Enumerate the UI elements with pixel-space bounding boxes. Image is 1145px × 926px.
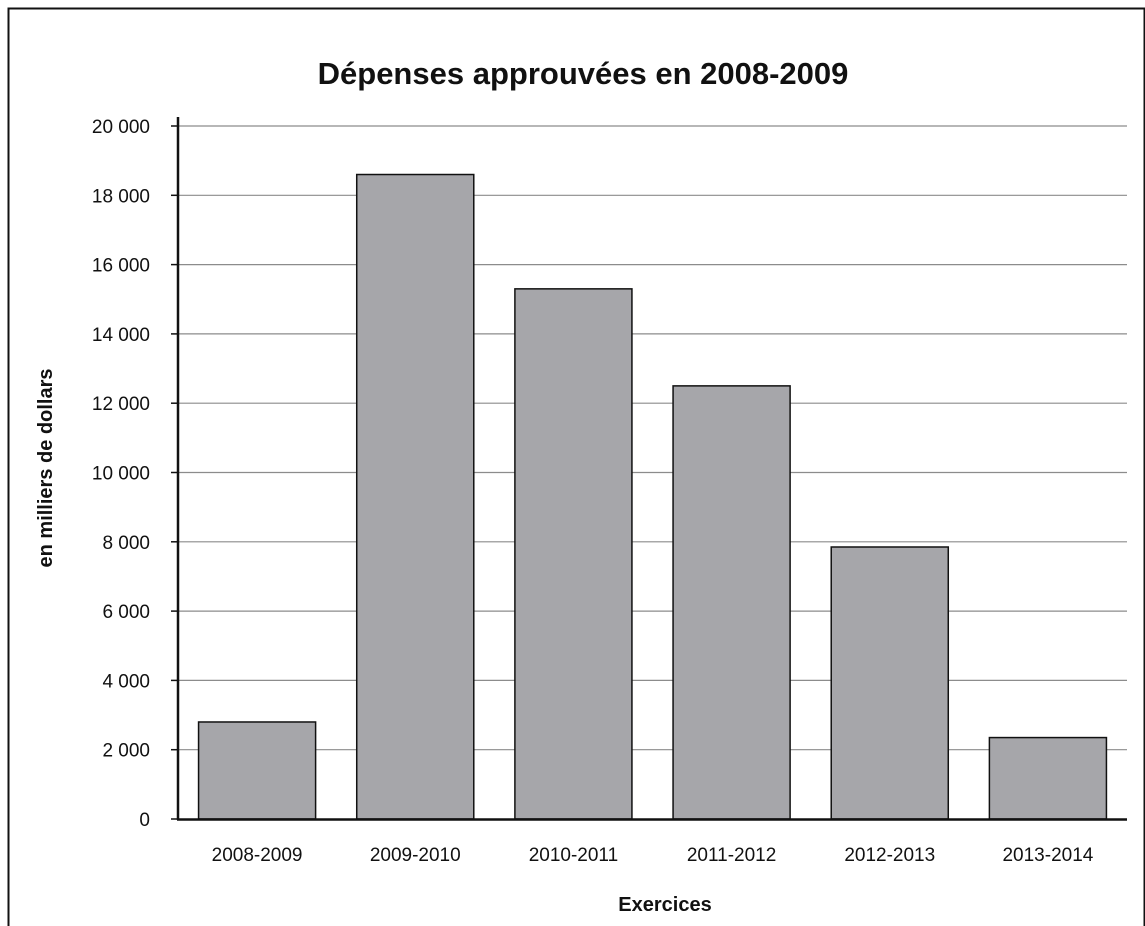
grid-lines (178, 125, 1127, 751)
bar (514, 288, 633, 820)
y-axis-ticks: 0 2 000 4 000 6 000 8 000 10 000 12 000 14 000 1… (92, 117, 178, 831)
y-tick-label: 2 000 (102, 741, 150, 762)
bar (672, 385, 791, 820)
y-tick-label: 0 (139, 810, 150, 831)
y-tick-label: 8 000 (102, 533, 150, 554)
x-tick-label: 2013-2014 (1002, 845, 1093, 866)
y-tick-label: 4 000 (102, 671, 150, 692)
bar (830, 546, 950, 820)
y-tick-label: 12 000 (92, 394, 150, 415)
y-tick-label: 6 000 (102, 602, 150, 623)
bar (355, 173, 475, 820)
y-axis-title: en milliers de dollars (35, 369, 57, 568)
y-tick-label: 18 000 (92, 186, 150, 207)
chart-title: Dépenses approuvées en 2008-2009 (318, 56, 849, 91)
y-tick-label: 20 000 (92, 117, 150, 138)
x-axis-title: Exercices (618, 894, 711, 916)
x-tick-label: 2008-2009 (212, 845, 303, 866)
x-axis-ticks: 2008-2009 2009-2010 2010-2011 2011-2012 2012… (212, 845, 1094, 866)
y-tick-label: 16 000 (92, 256, 150, 277)
x-tick-label: 2010-2011 (529, 845, 618, 866)
x-tick-label: 2011-2012 (687, 845, 776, 866)
x-tick-label: 2009-2010 (370, 845, 461, 866)
y-tick-label: 10 000 (92, 464, 150, 485)
bar (988, 736, 1108, 820)
y-tick-label: 14 000 (92, 325, 150, 346)
x-tick-label: 2012-2013 (844, 845, 935, 866)
bars (197, 173, 1108, 820)
bar (197, 721, 317, 820)
